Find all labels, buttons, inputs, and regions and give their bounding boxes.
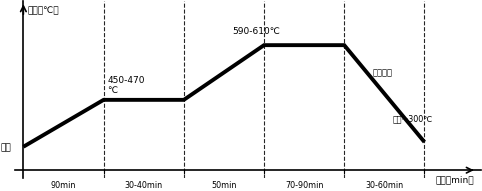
Text: 450-470
℃: 450-470 ℃	[107, 76, 145, 95]
Text: 90min: 90min	[51, 181, 76, 190]
Text: 时间（min）: 时间（min）	[436, 175, 474, 184]
Text: 30-60min: 30-60min	[365, 181, 403, 190]
Text: 温度（℃）: 温度（℃）	[27, 6, 59, 15]
Text: 随炉冷却: 随炉冷却	[372, 69, 392, 78]
Text: 590-610℃: 590-610℃	[232, 27, 280, 36]
Text: 室温: 室温	[0, 144, 12, 153]
Text: 30-40min: 30-40min	[125, 181, 163, 190]
Text: 70-90min: 70-90min	[285, 181, 323, 190]
Text: 50min: 50min	[211, 181, 237, 190]
Text: 室温~300℃: 室温~300℃	[392, 114, 433, 123]
